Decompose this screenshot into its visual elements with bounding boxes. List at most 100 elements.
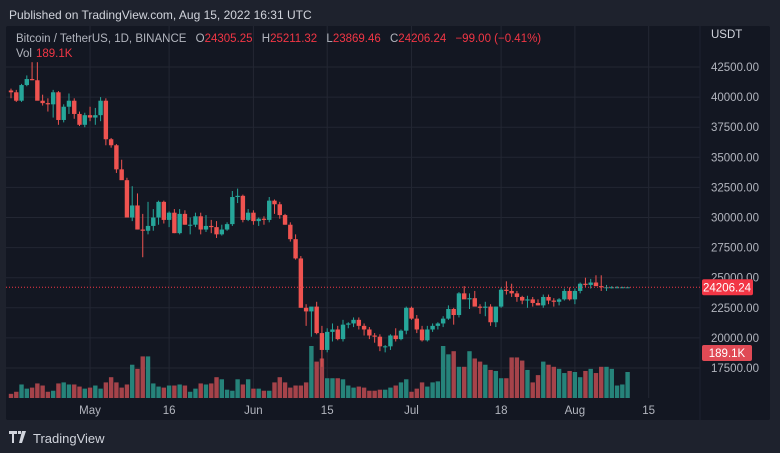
candle	[456, 293, 462, 316]
last-price-badge	[702, 279, 753, 296]
candle	[282, 215, 288, 225]
price-tick: 20000.00	[711, 333, 759, 345]
candle	[156, 201, 161, 218]
volume-bar	[493, 370, 499, 398]
candle	[372, 335, 377, 337]
volume-bar	[351, 387, 356, 398]
time-tick: Jul	[404, 405, 419, 417]
last-volume-badge	[702, 345, 752, 361]
volume-bar	[203, 384, 209, 398]
candle	[356, 319, 362, 326]
volume-bar	[546, 364, 551, 398]
volume-bar	[19, 384, 24, 398]
candle	[224, 224, 230, 230]
volume-bar	[182, 385, 188, 398]
candle	[404, 307, 409, 331]
volume-bar	[130, 364, 135, 398]
volume-bar	[451, 351, 456, 398]
volume-bar	[166, 385, 172, 398]
price-tick: 32500.00	[711, 182, 759, 194]
volume-bar	[599, 366, 604, 398]
volume-bar	[467, 351, 472, 398]
volume-bar	[346, 385, 351, 398]
tradingview-brand[interactable]: TradingView	[9, 431, 105, 446]
chart-legend: Bitcoin / TetherUS, 1D, BINANCE O24305.2…	[16, 33, 541, 45]
chart-frame[interactable]	[6, 26, 770, 420]
candle	[219, 229, 224, 235]
candle	[261, 218, 267, 220]
candle	[203, 225, 209, 230]
volume-bar	[219, 379, 224, 398]
open-label: O	[195, 33, 205, 45]
candle	[177, 213, 182, 234]
volume-bar	[404, 379, 409, 398]
candle	[209, 225, 214, 228]
volume-bar	[72, 384, 77, 398]
volume-bar	[541, 361, 546, 398]
volume-bar	[156, 386, 161, 398]
volume-bar	[98, 388, 103, 398]
volume-bar	[483, 364, 488, 398]
volume-bar	[419, 382, 425, 398]
candle	[77, 113, 82, 125]
symbol-title[interactable]: Bitcoin / TetherUS, 1D, BINANCE	[16, 33, 187, 45]
candle	[298, 258, 304, 308]
volume-bar	[498, 378, 504, 398]
candle	[214, 227, 219, 235]
volume-bar	[124, 384, 130, 398]
candle	[493, 306, 499, 323]
candle	[29, 79, 35, 81]
price-tick: 37500.00	[711, 122, 759, 134]
candle	[114, 145, 119, 170]
last-price-value: 24206.24	[703, 282, 752, 294]
volume-bar	[614, 385, 620, 398]
candle	[187, 224, 193, 226]
brand-name: TradingView	[33, 431, 105, 446]
candle	[161, 201, 167, 220]
candle	[382, 346, 388, 348]
candle	[130, 205, 135, 218]
candle	[567, 290, 572, 300]
time-tick: Aug	[565, 405, 585, 417]
volume-bar	[409, 391, 414, 398]
price-tick: 27500.00	[711, 243, 759, 255]
volume-value: 189.1K	[36, 48, 73, 60]
volume-bar	[551, 366, 557, 398]
volume-bar	[372, 390, 377, 398]
candle	[72, 100, 77, 114]
candle	[367, 329, 372, 336]
volume-bar	[272, 382, 277, 398]
volume-bar	[593, 373, 599, 398]
candle	[525, 299, 530, 301]
last-volume-value: 189.1K	[709, 348, 746, 360]
volume-bar	[172, 385, 177, 398]
candle	[409, 307, 414, 319]
candle	[45, 103, 51, 105]
time-tick: 15	[321, 405, 334, 417]
volume-bar	[187, 391, 193, 398]
candle	[446, 309, 451, 319]
volume-bar	[335, 378, 340, 398]
candle	[230, 197, 235, 225]
volume-bar	[477, 361, 483, 398]
high-value: 25211.32	[270, 33, 318, 45]
candle	[245, 212, 251, 220]
volume-bar	[393, 385, 398, 398]
candle	[477, 306, 483, 308]
candle	[556, 299, 562, 302]
volume-bar	[556, 368, 562, 398]
candle	[462, 293, 467, 300]
candle	[514, 293, 520, 297]
volume-bar	[245, 379, 251, 398]
volume-bar	[377, 389, 383, 398]
volume-bar	[224, 389, 230, 398]
candle	[61, 106, 66, 120]
candle	[82, 115, 87, 125]
candle	[87, 115, 93, 118]
volume-legend: Vol 189.1K	[16, 48, 72, 60]
volume-bar	[414, 388, 419, 398]
volume-bar	[504, 378, 509, 398]
candle	[509, 290, 514, 294]
volume-bar	[293, 385, 298, 398]
